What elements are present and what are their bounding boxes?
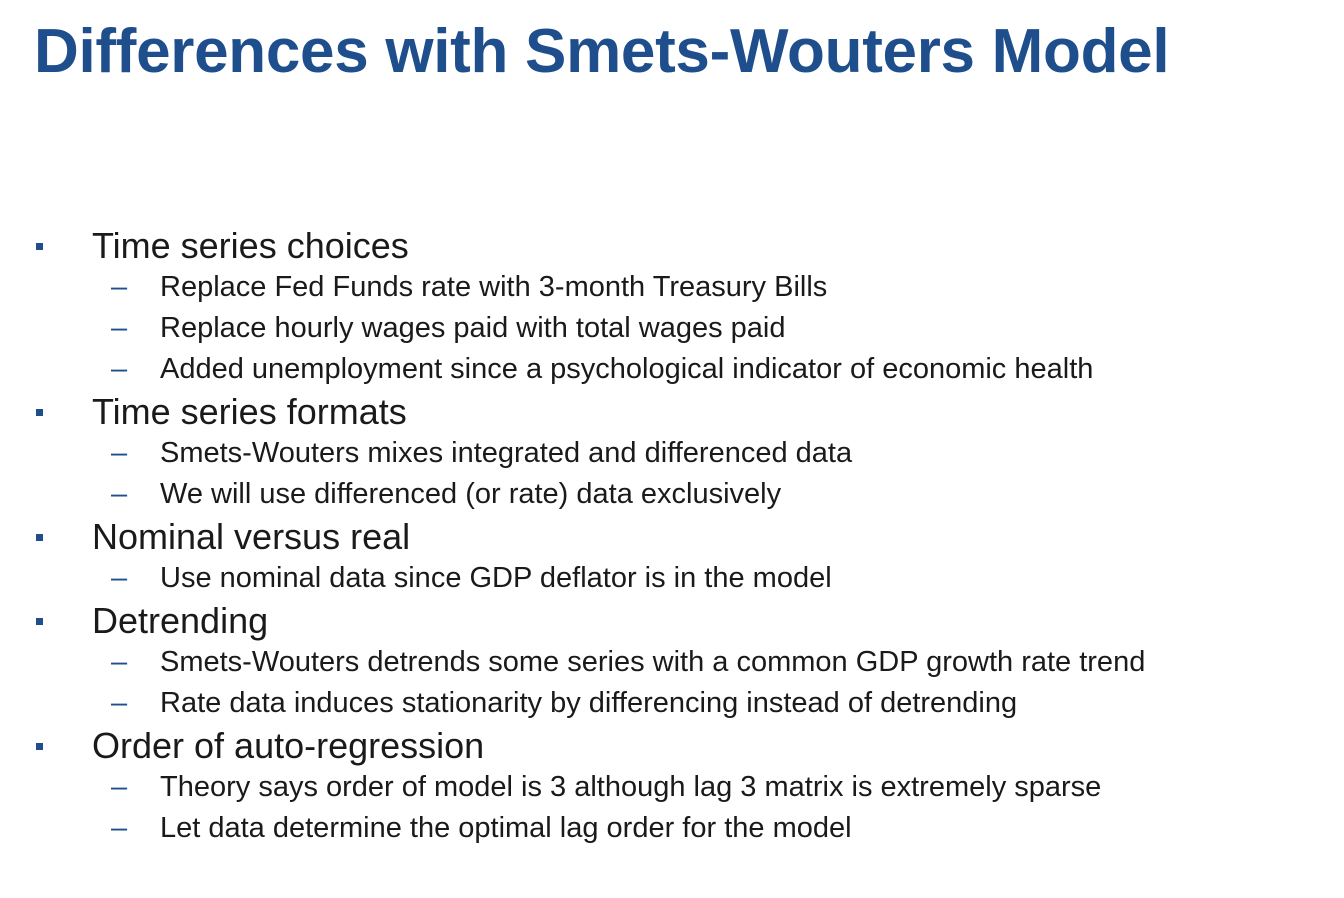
sub-bullet-row: – Added unemployment since a psychologic… [0,349,1344,390]
bullet-heading-row: Time series choices [0,224,1344,267]
bullet-heading-row: Order of auto-regression [0,724,1344,767]
dash-bullet-icon: – [111,437,128,469]
bullet-list: Time series choices – Replace Fed Funds … [0,224,1344,849]
dash-bullet-icon: – [111,771,128,803]
sub-bullet-text: Use nominal data since GDP deflator is i… [160,562,832,594]
bullet-heading-row: Detrending [0,599,1344,642]
sub-bullet-text: Rate data induces stationarity by differ… [160,687,1018,719]
dash-bullet-icon: – [111,353,128,385]
sub-bullet-text: Smets-Wouters mixes integrated and diffe… [160,437,853,469]
sub-bullet-text: Added unemployment since a psychological… [160,353,1094,385]
dash-bullet-icon: – [111,478,128,510]
sub-bullet-row: – Smets-Wouters mixes integrated and dif… [0,433,1344,474]
sub-bullet-row: – Replace Fed Funds rate with 3-month Tr… [0,267,1344,308]
square-bullet-icon [36,534,43,541]
bullet-heading: Time series formats [92,391,407,432]
square-bullet-icon [36,409,43,416]
bullet-heading-row: Nominal versus real [0,515,1344,558]
square-bullet-icon [36,743,43,750]
dash-bullet-icon: – [111,687,128,719]
dash-bullet-icon: – [111,271,128,303]
bullet-item: Nominal versus real – Use nominal data s… [0,515,1344,599]
sub-bullet-text: Theory says order of model is 3 although… [160,771,1102,803]
sub-bullet-row: – Theory says order of model is 3 althou… [0,767,1344,808]
bullet-item: Detrending – Smets-Wouters detrends some… [0,599,1344,724]
sub-bullet-row: – Rate data induces stationarity by diff… [0,683,1344,724]
sub-bullet-row: – Smets-Wouters detrends some series wit… [0,642,1344,683]
dash-bullet-icon: – [111,812,128,844]
bullet-item: Order of auto-regression – Theory says o… [0,724,1344,849]
sub-bullet-text: We will use differenced (or rate) data e… [160,478,782,510]
sub-bullet-row: – Use nominal data since GDP deflator is… [0,558,1344,599]
sub-bullet-row: – Let data determine the optimal lag ord… [0,808,1344,849]
bullet-heading: Order of auto-regression [92,725,485,766]
bullet-heading: Nominal versus real [92,516,411,557]
sub-bullet-text: Replace Fed Funds rate with 3-month Trea… [160,271,828,303]
sub-bullet-row: – Replace hourly wages paid with total w… [0,308,1344,349]
bullet-item: Time series choices – Replace Fed Funds … [0,224,1344,390]
dash-bullet-icon: – [111,562,128,594]
sub-bullet-text: Let data determine the optimal lag order… [160,812,852,844]
bullet-item: Time series formats – Smets-Wouters mixe… [0,390,1344,515]
sub-bullet-row: – We will use differenced (or rate) data… [0,474,1344,515]
bullet-heading-row: Time series formats [0,390,1344,433]
square-bullet-icon [36,243,43,250]
sub-bullet-text: Smets-Wouters detrends some series with … [160,646,1146,678]
slide-title: Differences with Smets-Wouters Model [34,17,1170,86]
dash-bullet-icon: – [111,646,128,678]
square-bullet-icon [36,618,43,625]
sub-bullet-text: Replace hourly wages paid with total wag… [160,312,786,344]
bullet-heading: Time series choices [92,225,409,266]
dash-bullet-icon: – [111,312,128,344]
bullet-heading: Detrending [92,600,269,641]
